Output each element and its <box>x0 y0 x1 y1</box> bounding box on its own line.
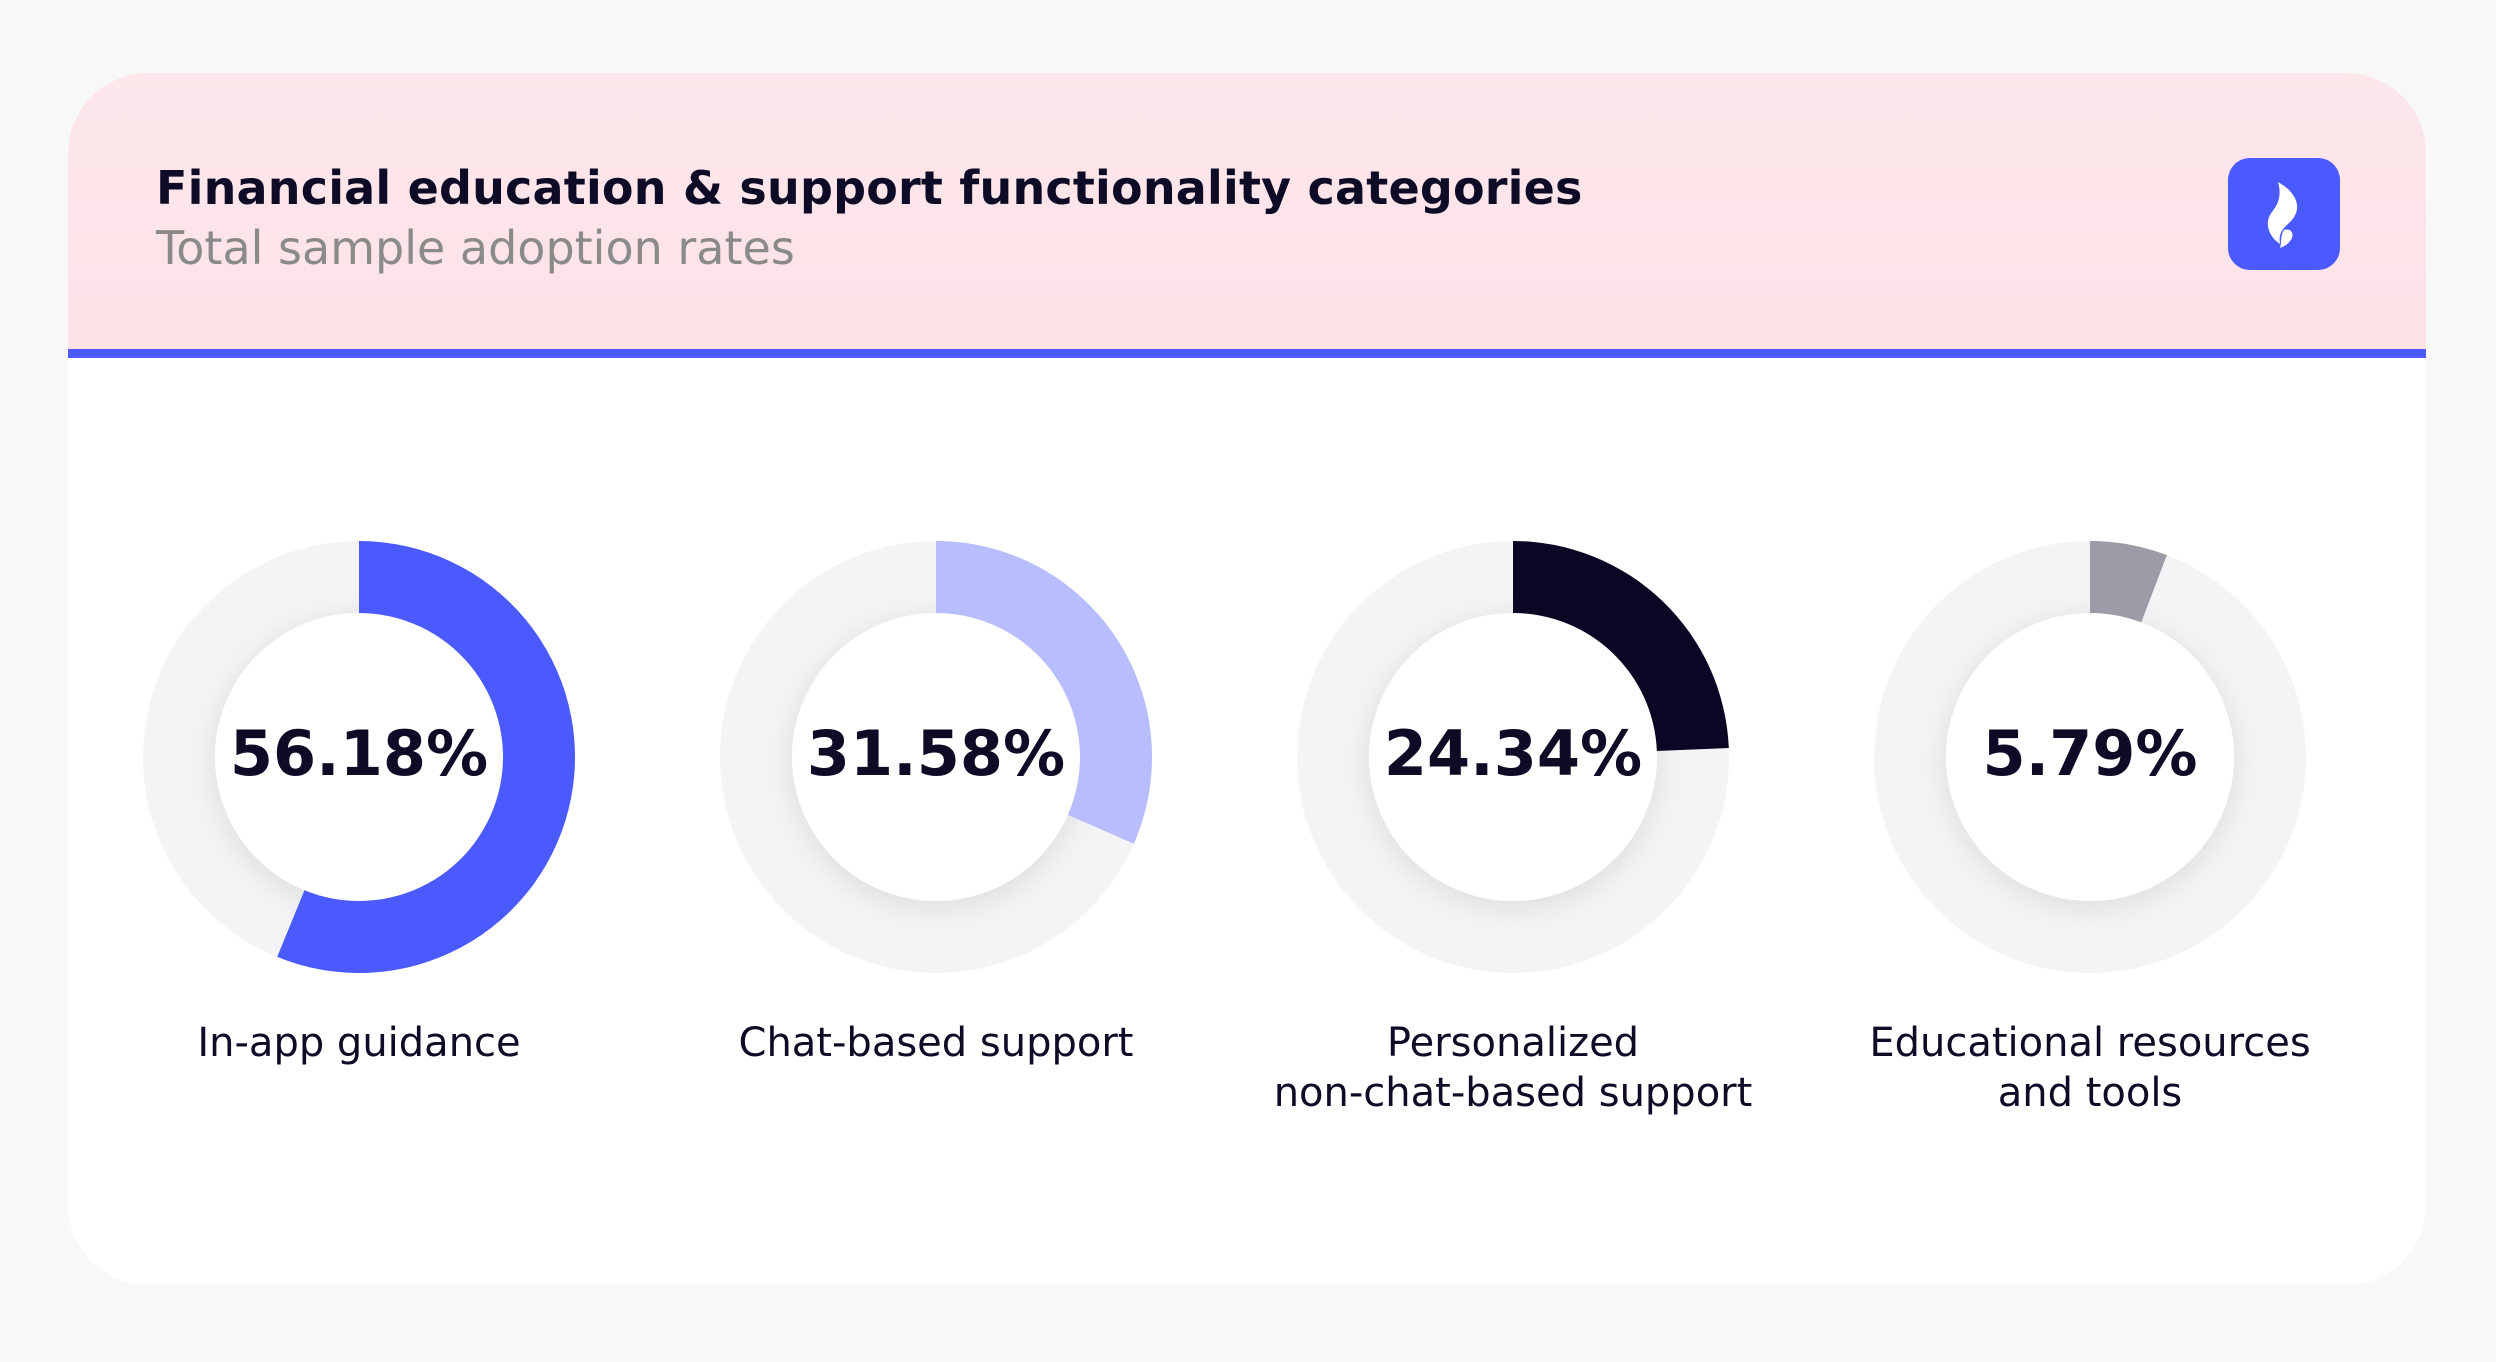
card-header <box>68 73 2426 349</box>
donut-category-label-3: Personalized non-chat-based support <box>1233 1018 1793 1118</box>
category-label-line: Chat-based support <box>738 1020 1134 1066</box>
leaf-lower-icon <box>2280 229 2293 248</box>
donut-value-label-4: 5.79% <box>1982 717 2198 790</box>
category-label-line: Educational resources <box>1869 1020 2311 1066</box>
category-label-line: In-app guidance <box>197 1020 521 1066</box>
category-label-line: Personalized <box>1386 1020 1640 1066</box>
donut-center-4 <box>1946 613 2234 901</box>
donut-segment-1 <box>277 541 575 973</box>
donut-value-label-1: 56.18% <box>229 717 489 790</box>
donut-segment-2 <box>936 541 1152 844</box>
category-label-line: and tools <box>1997 1070 2183 1116</box>
donut-value-label-3: 24.34% <box>1383 717 1643 790</box>
leaf-upper-icon <box>2267 182 2298 244</box>
header-divider <box>68 349 2426 358</box>
brand-logo-icon <box>2228 158 2340 270</box>
donut-category-label-2: Chat-based support <box>656 1018 1216 1068</box>
donut-category-label-1: In-app guidance <box>79 1018 639 1068</box>
category-label-line: non-chat-based support <box>1273 1070 1753 1116</box>
chart-title: Financial education & support functional… <box>156 161 1583 215</box>
donut-center-1 <box>215 613 503 901</box>
donut-segment-3 <box>1513 541 1729 752</box>
donut-value-label-2: 31.58% <box>806 717 1066 790</box>
donut-center-2 <box>792 613 1080 901</box>
donut-segment-4 <box>2090 541 2167 623</box>
donut-center-3 <box>1369 613 1657 901</box>
donut-category-label-4: Educational resources and tools <box>1810 1018 2370 1118</box>
chart-subtitle: Total sample adoption rates <box>156 221 795 275</box>
